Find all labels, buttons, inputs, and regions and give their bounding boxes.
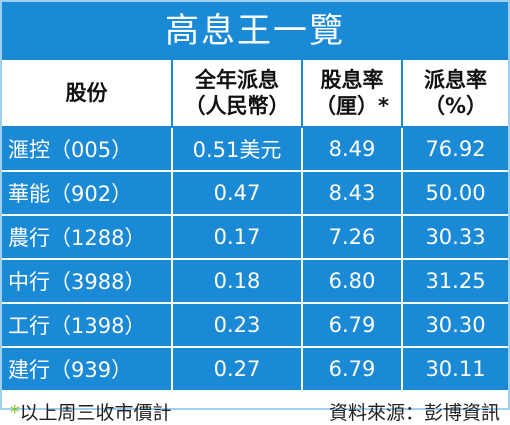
table-cell: 0.51美元: [171, 126, 302, 171]
footer: *以上周三收市價計 資料來源：彭博資訊: [2, 390, 508, 425]
table-cell: 50.00: [401, 170, 508, 215]
table-cell: 0.47: [171, 170, 302, 215]
footnote-mark: *: [10, 402, 20, 424]
table-cell: 滙控（005）: [2, 126, 172, 171]
table-row: 農行（1288） 0.17 7.26 30.33: [2, 214, 508, 259]
header-row: 股份 全年派息 （人民幣） 股息率 （厘）* 派息率 （%）: [2, 60, 508, 128]
table-cell: 8.49: [301, 126, 402, 171]
table-cell: 6.79: [301, 346, 402, 390]
dividend-table: 股份 全年派息 （人民幣） 股息率 （厘）* 派息率 （%） 滙控（005） 0.51美元 8.…: [2, 60, 508, 390]
footnote-text: 以上周三收市價計: [19, 402, 172, 424]
header-line: （厘）*: [315, 94, 389, 118]
table-cell: 7.26: [301, 214, 402, 259]
table-body: 滙控（005） 0.51美元 8.49 76.92 華能（902） 0.47 8.43 50.…: [2, 126, 508, 390]
table-row: 建行（939） 0.27 6.79 30.11: [2, 346, 508, 390]
table-cell: 農行（1288）: [2, 214, 172, 259]
table-cell: 31.25: [401, 258, 508, 303]
table-row: 滙控（005） 0.51美元 8.49 76.92: [2, 126, 508, 171]
table-row: 華能（902） 0.47 8.43 50.00: [2, 170, 508, 215]
table-cell: 0.23: [171, 302, 302, 347]
table-row: 工行（1398） 0.23 6.79 30.30: [2, 302, 508, 347]
header-line: 股息率: [320, 68, 384, 92]
table-cell: 中行（3988）: [2, 258, 172, 303]
table-cell: 0.17: [171, 214, 302, 259]
title: 高息王一覽: [2, 2, 508, 60]
header-line: 全年派息: [195, 68, 279, 92]
source: 資料來源：彭博資訊: [328, 402, 500, 424]
table-cell: 6.80: [301, 258, 402, 303]
header-cell: 全年派息 （人民幣）: [171, 60, 302, 128]
table-cell: 0.27: [171, 346, 302, 390]
table-cell: 30.33: [401, 214, 508, 259]
table-cell: 6.79: [301, 302, 402, 347]
table-cell: 30.11: [401, 346, 508, 390]
table-cell: 30.30: [401, 302, 508, 347]
table-cell: 建行（939）: [2, 346, 172, 390]
table-cell: 工行（1398）: [2, 302, 172, 347]
table-row: 中行（3988） 0.18 6.80 31.25: [2, 258, 508, 303]
footnote: *以上周三收市價計: [10, 398, 172, 425]
table-cell: 0.18: [171, 258, 302, 303]
header-line: （人民幣）: [184, 94, 290, 118]
table-cell: 華能（902）: [2, 170, 172, 215]
header-cell: 股份: [2, 60, 172, 128]
header-line: 股份: [65, 81, 108, 105]
table-cell: 76.92: [401, 126, 508, 171]
header-cell: 股息率 （厘）*: [301, 60, 402, 128]
header-cell: 派息率 （%）: [401, 60, 508, 128]
table-cell: 8.43: [301, 170, 402, 215]
header-line: 派息率: [424, 68, 487, 92]
header-line: （%）: [423, 94, 488, 118]
